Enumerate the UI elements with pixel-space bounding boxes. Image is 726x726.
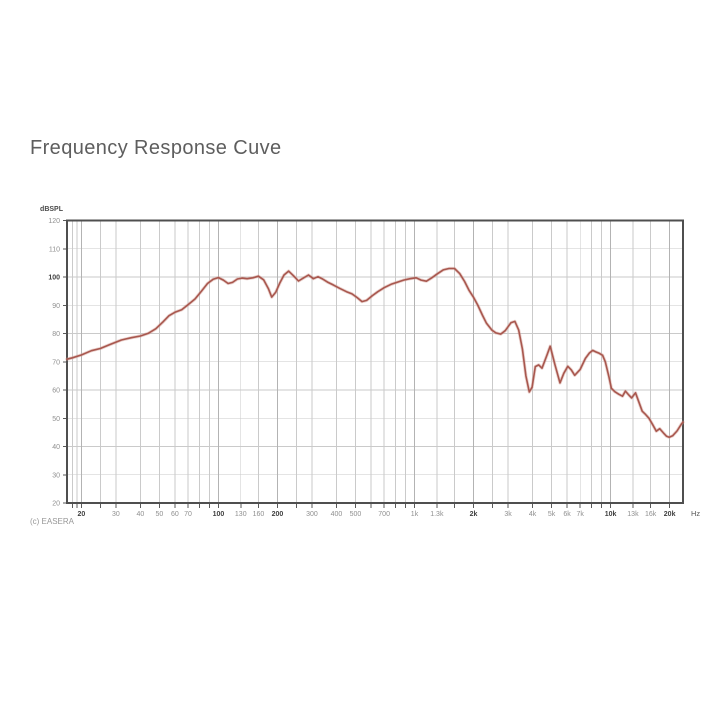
plot-grid — [67, 220, 683, 503]
easera-credit: (c) EASERA — [30, 517, 75, 526]
x-axis-tick-label: 1.3k — [430, 511, 444, 518]
x-axis-tick-label: 300 — [306, 511, 318, 518]
y-axis-tick-label: 100 — [48, 275, 60, 282]
x-axis-tick-label: 400 — [331, 511, 343, 518]
x-axis-tick-label: 60 — [171, 511, 179, 518]
x-axis-tick-label: 2k — [470, 511, 478, 518]
x-axis-tick-label: 6k — [563, 511, 571, 518]
x-axis-tick-label: 130 — [235, 511, 247, 518]
x-axis-tick-label: 40 — [136, 511, 144, 518]
y-axis-tick-label: 110 — [49, 246, 60, 253]
y-axis-tick-label: 20 — [52, 501, 60, 508]
x-axis-tick-label: 700 — [378, 511, 390, 518]
response-curve — [66, 267, 684, 439]
x-axis-labels: 20 30 40 50 60 70 100 130 160 200 300 400 500 700 1k 1.… — [77, 511, 675, 518]
y-axis-labels: 120 110 100 90 80 70 60 50 40 30 20 — [48, 218, 60, 508]
x-axis-tick-label: 13k — [627, 511, 639, 518]
y-axis-tick-label: 90 — [52, 303, 60, 310]
x-axis-tick-label: 500 — [350, 511, 362, 518]
axis-ticks — [63, 220, 671, 508]
x-axis-tick-label: 1k — [411, 511, 419, 518]
y-axis-tick-label: 60 — [52, 388, 60, 395]
x-axis-tick-label: 5k — [548, 511, 556, 518]
x-axis-tick-label: 16k — [645, 511, 657, 518]
y-axis-tick-label: 40 — [52, 444, 60, 451]
x-axis-tick-label: 160 — [253, 511, 265, 518]
y-axis-tick-label: 70 — [52, 359, 60, 366]
x-axis-tick-label: 7k — [577, 511, 585, 518]
x-axis-tick-label: 200 — [272, 511, 284, 518]
y-axis-tick-label: 30 — [52, 472, 60, 479]
y-axis-title: dBSPL — [40, 206, 64, 213]
y-axis-tick-label: 120 — [48, 218, 60, 225]
y-axis-tick-label: 80 — [52, 331, 60, 338]
x-axis-tick-label: 100 — [213, 511, 225, 518]
x-axis-tick-label: 20 — [77, 511, 85, 518]
x-axis-tick-label: 10k — [605, 511, 617, 518]
y-axis-tick-label: 50 — [52, 416, 60, 423]
x-axis-tick-label: 3k — [504, 511, 512, 518]
x-axis-tick-label: 4k — [529, 511, 537, 518]
page-title: Frequency Response Cuve — [30, 137, 282, 159]
plot-border — [66, 219, 684, 504]
x-axis-tick-label: 70 — [184, 511, 192, 518]
x-axis-unit-label: Hz — [691, 509, 700, 518]
x-axis-tick-label: 50 — [155, 511, 163, 518]
x-axis-tick-label: 30 — [112, 511, 120, 518]
x-axis-tick-label: 20k — [664, 511, 676, 518]
